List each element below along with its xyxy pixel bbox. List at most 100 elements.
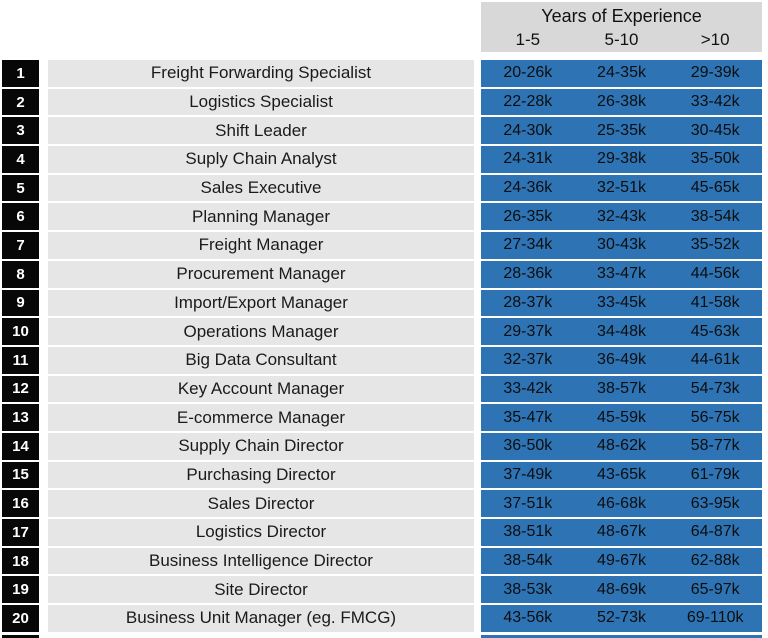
table-row: 19 Site Director 38-53k 48-69k 65-97k: [0, 576, 768, 604]
salary-cell-1-5: 38-54k: [503, 552, 553, 570]
experience-header-title: Years of Experience: [541, 6, 702, 26]
salary-cell-gt10: 61-79k: [690, 465, 740, 483]
cutoff-salary-strip: [481, 635, 762, 638]
salary-band: 38-51k 48-67k 64-87k: [481, 519, 762, 546]
table-row: 12 Key Account Manager 33-42k 38-57k 54-…: [0, 375, 768, 403]
salary-cell-gt10: 63-95k: [690, 494, 740, 512]
salary-cell-gt10: 35-52k: [690, 236, 740, 254]
salary-cell-gt10: 69-110k: [686, 609, 744, 627]
salary-cell-1-5: 29-37k: [503, 322, 553, 340]
salary-band: 28-36k 33-47k 44-56k: [481, 260, 762, 288]
salary-cell-1-5: 20-26k: [503, 64, 553, 82]
salary-cell-5-10: 43-65k: [597, 465, 646, 483]
salary-band: 35-47k 45-59k 56-75k: [481, 404, 762, 431]
salary-band: 36-50k 48-62k 58-77k: [481, 432, 762, 460]
salary-cell-5-10: 25-35k: [597, 121, 646, 139]
table-row: 9 Import/Export Manager 28-37k 33-45k 41…: [0, 289, 768, 317]
salary-cell-5-10: 30-43k: [597, 236, 646, 254]
salary-cell-5-10: 49-67k: [597, 552, 646, 570]
salary-band: 43-56k 52-73k 69-110k: [481, 605, 762, 632]
role-cell: Business Intelligence Director: [48, 547, 474, 575]
rank-badge: 12: [2, 375, 39, 403]
role-cell: Supply Chain Director: [48, 432, 474, 460]
experience-column-gt10: >10: [700, 30, 730, 49]
experience-column-1-5: 1-5: [515, 30, 541, 49]
salary-table: 1 Freight Forwarding Specialist 20-26k 2…: [0, 60, 768, 632]
salary-cell-gt10: 38-54k: [690, 207, 740, 225]
salary-cell-1-5: 37-49k: [503, 465, 553, 483]
salary-band: 38-53k 48-69k 65-97k: [481, 576, 762, 604]
salary-cell-5-10: 52-73k: [597, 609, 646, 627]
table-row: 5 Sales Executive 24-36k 32-51k 45-65k: [0, 174, 768, 202]
salary-band: 24-31k 29-38k 35-50k: [481, 146, 762, 173]
rank-badge: 17: [2, 519, 39, 546]
salary-cell-1-5: 32-37k: [503, 351, 553, 369]
rank-badge: 20: [2, 605, 39, 632]
salary-band: 29-37k 34-48k 45-63k: [481, 318, 762, 345]
salary-cell-5-10: 48-67k: [597, 523, 646, 541]
salary-cell-1-5: 28-37k: [503, 293, 553, 311]
salary-cell-gt10: 30-45k: [690, 121, 740, 139]
salary-band: 33-42k 38-57k 54-73k: [481, 375, 762, 403]
salary-cell-1-5: 28-36k: [503, 265, 553, 283]
salary-cell-gt10: 33-42k: [690, 93, 740, 111]
salary-cell-5-10: 46-68k: [597, 494, 646, 512]
salary-band: 28-37k 33-45k 41-58k: [481, 289, 762, 317]
table-row: 18 Business Intelligence Director 38-54k…: [0, 547, 768, 575]
rank-badge: 3: [2, 117, 39, 145]
rank-badge: 1: [2, 60, 39, 87]
table-row: 15 Purchasing Director 37-49k 43-65k 61-…: [0, 461, 768, 489]
role-cell: Big Data Consultant: [48, 346, 474, 374]
rank-badge: 4: [2, 146, 39, 173]
role-cell: Import/Export Manager: [48, 289, 474, 317]
role-cell: Planning Manager: [48, 203, 474, 231]
salary-cell-gt10: 54-73k: [690, 379, 740, 397]
role-cell: E-commerce Manager: [48, 404, 474, 431]
table-row: 10 Operations Manager 29-37k 34-48k 45-6…: [0, 318, 768, 345]
salary-cell-5-10: 38-57k: [597, 379, 646, 397]
rank-badge: 2: [2, 88, 39, 116]
cutoff-rank-strip: [2, 635, 39, 638]
role-cell: Suply Chain Analyst: [48, 146, 474, 173]
rank-badge: 11: [2, 346, 39, 374]
salary-cell-5-10: 24-35k: [597, 64, 646, 82]
table-row: 14 Supply Chain Director 36-50k 48-62k 5…: [0, 432, 768, 460]
salary-cell-gt10: 35-50k: [690, 150, 740, 168]
salary-cell-gt10: 41-58k: [690, 293, 740, 311]
salary-cell-gt10: 64-87k: [690, 523, 740, 541]
salary-cell-5-10: 33-47k: [597, 265, 646, 283]
role-cell: Operations Manager: [48, 318, 474, 345]
salary-cell-1-5: 38-51k: [503, 523, 553, 541]
salary-cell-gt10: 45-65k: [690, 179, 740, 197]
table-row: 17 Logistics Director 38-51k 48-67k 64-8…: [0, 519, 768, 546]
salary-band: 26-35k 32-43k 38-54k: [481, 203, 762, 231]
salary-band: 22-28k 26-38k 33-42k: [481, 88, 762, 116]
salary-cell-1-5: 24-31k: [503, 150, 553, 168]
salary-cell-1-5: 24-36k: [503, 179, 553, 197]
role-cell: Logistics Specialist: [48, 88, 474, 116]
role-cell: Key Account Manager: [48, 375, 474, 403]
table-row: 4 Suply Chain Analyst 24-31k 29-38k 35-5…: [0, 146, 768, 173]
table-row: 20 Business Unit Manager (eg. FMCG) 43-5…: [0, 605, 768, 632]
rank-badge: 5: [2, 174, 39, 202]
salary-cell-1-5: 37-51k: [503, 494, 553, 512]
salary-cell-5-10: 32-43k: [597, 207, 646, 225]
rank-badge: 15: [2, 461, 39, 489]
rank-badge: 6: [2, 203, 39, 231]
salary-cell-gt10: 45-63k: [690, 322, 740, 340]
salary-band: 20-26k 24-35k 29-39k: [481, 60, 762, 87]
rank-badge: 14: [2, 432, 39, 460]
table-row: 2 Logistics Specialist 22-28k 26-38k 33-…: [0, 88, 768, 116]
salary-cell-gt10: 58-77k: [690, 437, 740, 455]
salary-cell-gt10: 65-97k: [690, 580, 740, 598]
role-cell: Purchasing Director: [48, 461, 474, 489]
role-cell: Sales Director: [48, 490, 474, 517]
role-cell: Procurement Manager: [48, 260, 474, 288]
table-row: 8 Procurement Manager 28-36k 33-47k 44-5…: [0, 260, 768, 288]
rank-badge: 8: [2, 260, 39, 288]
rank-badge: 18: [2, 547, 39, 575]
rank-badge: 19: [2, 576, 39, 604]
salary-cell-5-10: 26-38k: [597, 93, 646, 111]
salary-cell-1-5: 36-50k: [503, 437, 553, 455]
salary-cell-1-5: 35-47k: [503, 408, 553, 426]
